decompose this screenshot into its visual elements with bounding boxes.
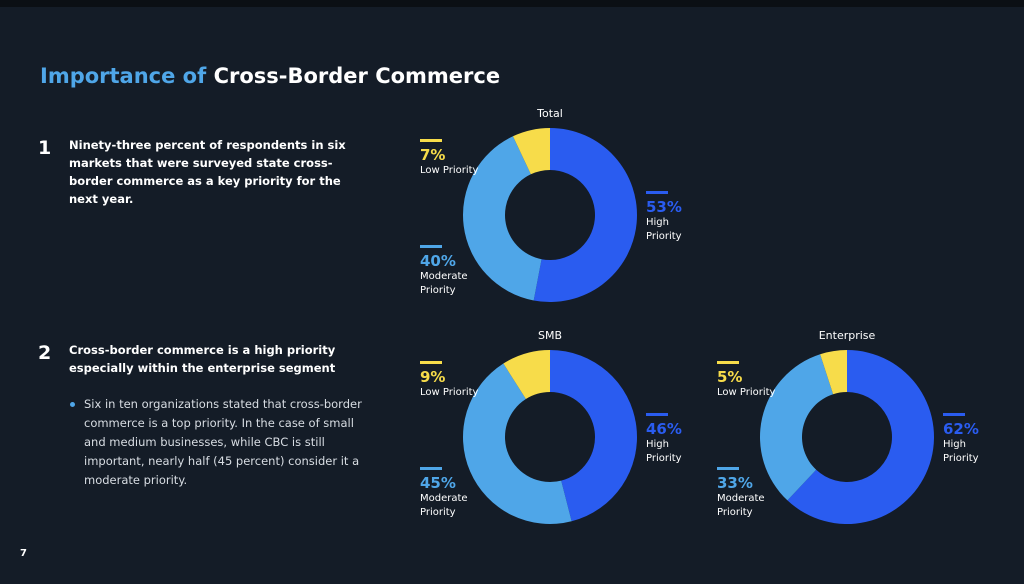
value-label: 46% xyxy=(646,420,682,438)
segment-label: 45% Moderate Priority xyxy=(420,467,480,520)
donut-segment xyxy=(462,363,572,524)
value-label: 53% xyxy=(646,198,682,216)
category-label: Moderate Priority xyxy=(420,493,468,518)
label-bar xyxy=(717,361,739,364)
label-bar xyxy=(646,413,668,416)
value-label: 9% xyxy=(420,368,446,386)
donut-segment xyxy=(820,350,847,395)
bullet-dot xyxy=(70,402,75,407)
segment-label: 62% High Priority xyxy=(943,413,1003,466)
label-bar xyxy=(717,467,739,470)
donut-segment xyxy=(760,354,834,501)
segment-label: 33% Moderate Priority xyxy=(717,467,777,520)
point-number: 1 xyxy=(38,137,52,159)
title-lead: Importance of xyxy=(40,64,207,88)
label-bar xyxy=(420,467,442,470)
label-bar xyxy=(420,245,442,248)
donut-segment xyxy=(512,128,550,175)
point-text: Cross-border commerce is a high priority… xyxy=(69,343,336,375)
value-label: 5% xyxy=(717,368,743,386)
value-label: 62% xyxy=(943,420,979,438)
donut-segment xyxy=(787,350,934,524)
donut-segment xyxy=(550,350,637,522)
point-text: Ninety-three percent of respondents in s… xyxy=(69,138,346,206)
label-bar xyxy=(943,413,965,416)
category-label: High Priority xyxy=(646,217,682,242)
segment-label: 7% Low Priority xyxy=(420,139,480,178)
donut-segment xyxy=(503,350,550,400)
segment-label: 53% High Priority xyxy=(646,191,706,244)
segment-label: 9% Low Priority xyxy=(420,361,480,400)
label-bar xyxy=(646,191,668,194)
title-main: Cross-Border Commerce xyxy=(213,64,501,88)
top-bar xyxy=(0,0,1024,7)
category-label: Low Priority xyxy=(420,165,479,176)
value-label: 33% xyxy=(717,474,753,492)
donut-segment xyxy=(533,128,638,302)
segment-label: 46% High Priority xyxy=(646,413,706,466)
value-label: 40% xyxy=(420,252,456,270)
chart-title: Total xyxy=(537,107,563,120)
category-label: Low Priority xyxy=(717,387,776,398)
label-bar xyxy=(420,361,442,364)
category-label: High Priority xyxy=(646,439,682,464)
category-label: Moderate Priority xyxy=(420,271,468,296)
chart-title: SMB xyxy=(537,329,563,342)
bullet-text: Six in ten organizations stated that cro… xyxy=(84,397,362,487)
segment-label: 40% Moderate Priority xyxy=(420,245,480,298)
category-label: Low Priority xyxy=(420,387,479,398)
label-bar xyxy=(420,139,442,142)
category-label: Moderate Priority xyxy=(717,493,765,518)
donut-segment xyxy=(463,136,542,301)
page-number: 7 xyxy=(20,548,27,559)
slide-title: Importance of Cross-Border Commerce xyxy=(40,64,500,88)
point-number: 2 xyxy=(38,342,52,364)
category-label: High Priority xyxy=(943,439,979,464)
value-label: 7% xyxy=(420,146,446,164)
segment-label: 5% Low Priority xyxy=(717,361,777,400)
value-label: 45% xyxy=(420,474,456,492)
chart-title: Enterprise xyxy=(818,329,876,342)
